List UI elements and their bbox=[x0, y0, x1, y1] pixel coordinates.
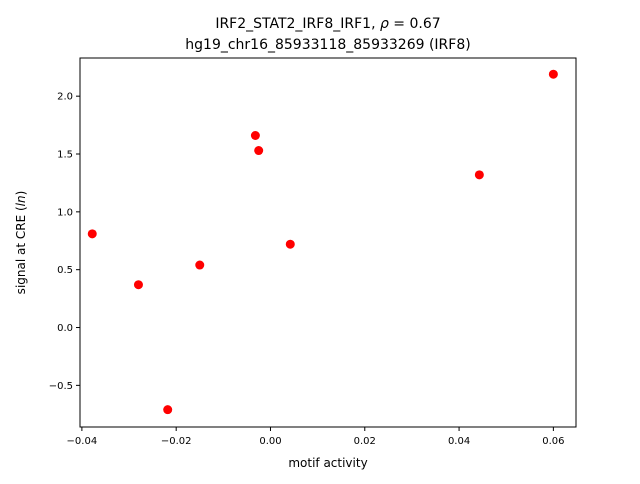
plot-frame bbox=[79, 57, 577, 428]
data-points bbox=[87, 69, 558, 415]
data-point bbox=[195, 260, 205, 270]
y-tick-label: 1.0 bbox=[57, 207, 73, 218]
data-point bbox=[163, 405, 173, 415]
data-point bbox=[250, 131, 260, 141]
data-point bbox=[285, 239, 295, 249]
y-tick-label: 0.0 bbox=[57, 323, 73, 334]
x-axis-ticks: −0.04 −0.02 0.00 0.02 0.04 0.06 bbox=[67, 427, 565, 447]
data-point bbox=[87, 229, 97, 239]
data-point bbox=[548, 69, 558, 79]
data-point bbox=[254, 146, 264, 156]
data-point bbox=[474, 170, 484, 180]
x-tick-label: −0.04 bbox=[67, 436, 98, 447]
y-tick-label: −0.5 bbox=[49, 381, 73, 392]
chart-title-line1: IRF2_STAT2_IRF8_IRF1, ρ = 0.67 bbox=[215, 16, 440, 32]
y-tick-label: 1.5 bbox=[57, 150, 73, 161]
data-point bbox=[133, 280, 143, 290]
x-axis-label: motif activity bbox=[288, 456, 367, 470]
x-tick-label: −0.02 bbox=[161, 436, 192, 447]
x-tick-label: 0.04 bbox=[448, 436, 470, 447]
y-axis-ticks: −0.5 0.0 0.5 1.0 1.5 2.0 bbox=[49, 92, 80, 392]
x-tick-label: 0.06 bbox=[542, 436, 564, 447]
y-tick-label: 2.0 bbox=[57, 92, 73, 103]
chart-title-line2: hg19_chr16_85933118_85933269 (IRF8) bbox=[185, 37, 470, 53]
y-tick-label: 0.5 bbox=[57, 265, 73, 276]
y-axis-label: signal at CRE (ln) bbox=[14, 191, 28, 295]
x-tick-label: 0.00 bbox=[259, 436, 281, 447]
x-tick-label: 0.02 bbox=[354, 436, 376, 447]
